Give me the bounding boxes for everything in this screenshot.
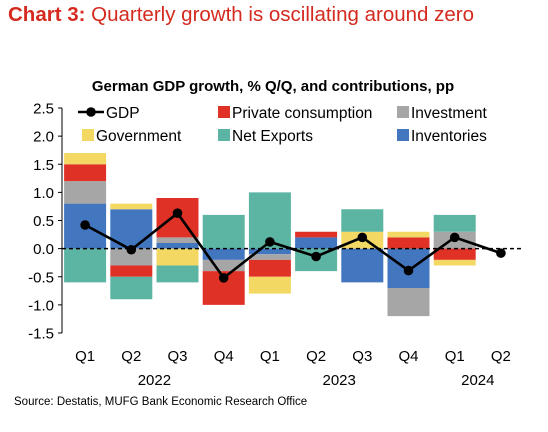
- bar-net_exports: [341, 209, 384, 232]
- gdp-point: [265, 237, 275, 247]
- bar-investment: [64, 181, 107, 204]
- legend-swatch-inventories: [397, 129, 409, 141]
- legend-label: GDP: [106, 105, 140, 122]
- bar-investment: [156, 237, 199, 243]
- bar-private_consumption: [433, 248, 476, 260]
- y-tick-label: -1.5: [28, 326, 54, 343]
- y-tick-label: 0.5: [33, 213, 54, 230]
- bar-net_exports: [433, 214, 476, 232]
- gdp-series: [80, 208, 506, 283]
- bar-net_exports: [202, 214, 245, 249]
- bar-investment: [248, 254, 291, 260]
- bar-net_exports: [156, 265, 199, 283]
- chart-heading-text: Quarterly growth is oscillating around z…: [85, 3, 475, 26]
- y-tick-label: -0.5: [28, 269, 54, 286]
- x-year-label: 2023: [323, 372, 356, 389]
- gdp-point: [126, 244, 137, 255]
- bar-investment: [387, 288, 430, 317]
- bar-private_consumption: [64, 164, 107, 182]
- x-tick-label: Q2: [306, 348, 326, 365]
- bar-private_consumption: [110, 265, 153, 277]
- chart-title: German GDP growth, % Q/Q, and contributi…: [92, 78, 454, 95]
- chart-heading: Chart 3: Quarterly growth is oscillating…: [8, 3, 474, 27]
- y-tick-label: 1.5: [33, 157, 54, 174]
- legend-swatch-net_exports: [218, 129, 230, 141]
- bar-net_exports: [64, 248, 107, 283]
- legend-marker-gdp: [86, 107, 96, 117]
- bars: [64, 153, 476, 317]
- gdp-point: [496, 248, 506, 258]
- bar-inventories: [202, 248, 245, 260]
- bar-government: [248, 276, 291, 294]
- gdp-point: [403, 265, 414, 276]
- x-tick-label: Q2: [121, 348, 141, 365]
- legend-label: Investment: [411, 105, 488, 122]
- bar-net_exports: [110, 276, 153, 300]
- legend-swatch-investment: [397, 106, 409, 118]
- bar-government: [156, 248, 199, 266]
- y-tick-label: 0.0: [33, 241, 54, 258]
- x-tick-label: Q4: [398, 348, 418, 365]
- gdp-point: [357, 232, 368, 243]
- bar-inventories: [341, 248, 384, 283]
- y-axis: 2.5 2.0 1.5 1.0 0.5 0.0 -0.5 -1.0 -1.5: [28, 101, 63, 343]
- y-tick-label: 2.5: [33, 101, 54, 118]
- y-tick-label: 2.0: [33, 129, 54, 146]
- gdp-point: [172, 208, 183, 218]
- x-year-label: 2024: [461, 372, 494, 389]
- x-tick-label: Q2: [491, 348, 511, 365]
- bar-government: [110, 203, 153, 210]
- x-axis: Q1 Q2 Q3 Q4 Q1 Q2 Q3 Q4 Q1 Q2 2022 2023 2024: [75, 348, 511, 389]
- bar-inventories: [248, 248, 291, 255]
- legend-label: Government: [96, 128, 182, 145]
- x-year-label: 2022: [138, 372, 171, 389]
- gdp-line: [84, 211, 502, 280]
- legend-label: Net Exports: [232, 128, 313, 145]
- x-tick-label: Q3: [167, 348, 187, 365]
- x-tick-label: Q3: [352, 348, 372, 365]
- bar-inventories: [295, 237, 338, 249]
- bar-inventories: [156, 243, 199, 249]
- x-tick-label: Q4: [214, 348, 234, 365]
- chart-heading-lead: Chart 3:: [8, 3, 86, 26]
- gdp-point: [218, 273, 229, 283]
- legend-swatch-government: [82, 129, 94, 141]
- bar-government: [64, 153, 107, 165]
- bar-private_consumption: [387, 237, 430, 249]
- y-tick-label: -1.0: [28, 297, 54, 314]
- y-tick-label: 1.0: [33, 185, 54, 202]
- gdp-point: [80, 220, 90, 230]
- legend-swatch-private_consumption: [218, 106, 230, 118]
- source-note: Source: Destatis, MUFG Bank Economic Res…: [14, 396, 308, 408]
- legend-label: Inventories: [411, 128, 487, 145]
- legend-label: Private consumption: [232, 105, 372, 122]
- bar-private_consumption: [248, 259, 291, 277]
- gdp-point: [311, 251, 321, 262]
- bar-investment: [202, 259, 245, 272]
- x-tick-label: Q1: [260, 348, 280, 365]
- bar-government: [433, 259, 476, 266]
- bar-investment: [110, 248, 153, 266]
- x-tick-label: Q1: [75, 348, 95, 365]
- bar-private_consumption: [295, 231, 338, 238]
- gdp-point: [449, 232, 460, 243]
- bar-government: [387, 231, 430, 238]
- x-tick-label: Q1: [445, 348, 465, 365]
- legend: GDP Private consumption Investment Governme…: [78, 105, 488, 145]
